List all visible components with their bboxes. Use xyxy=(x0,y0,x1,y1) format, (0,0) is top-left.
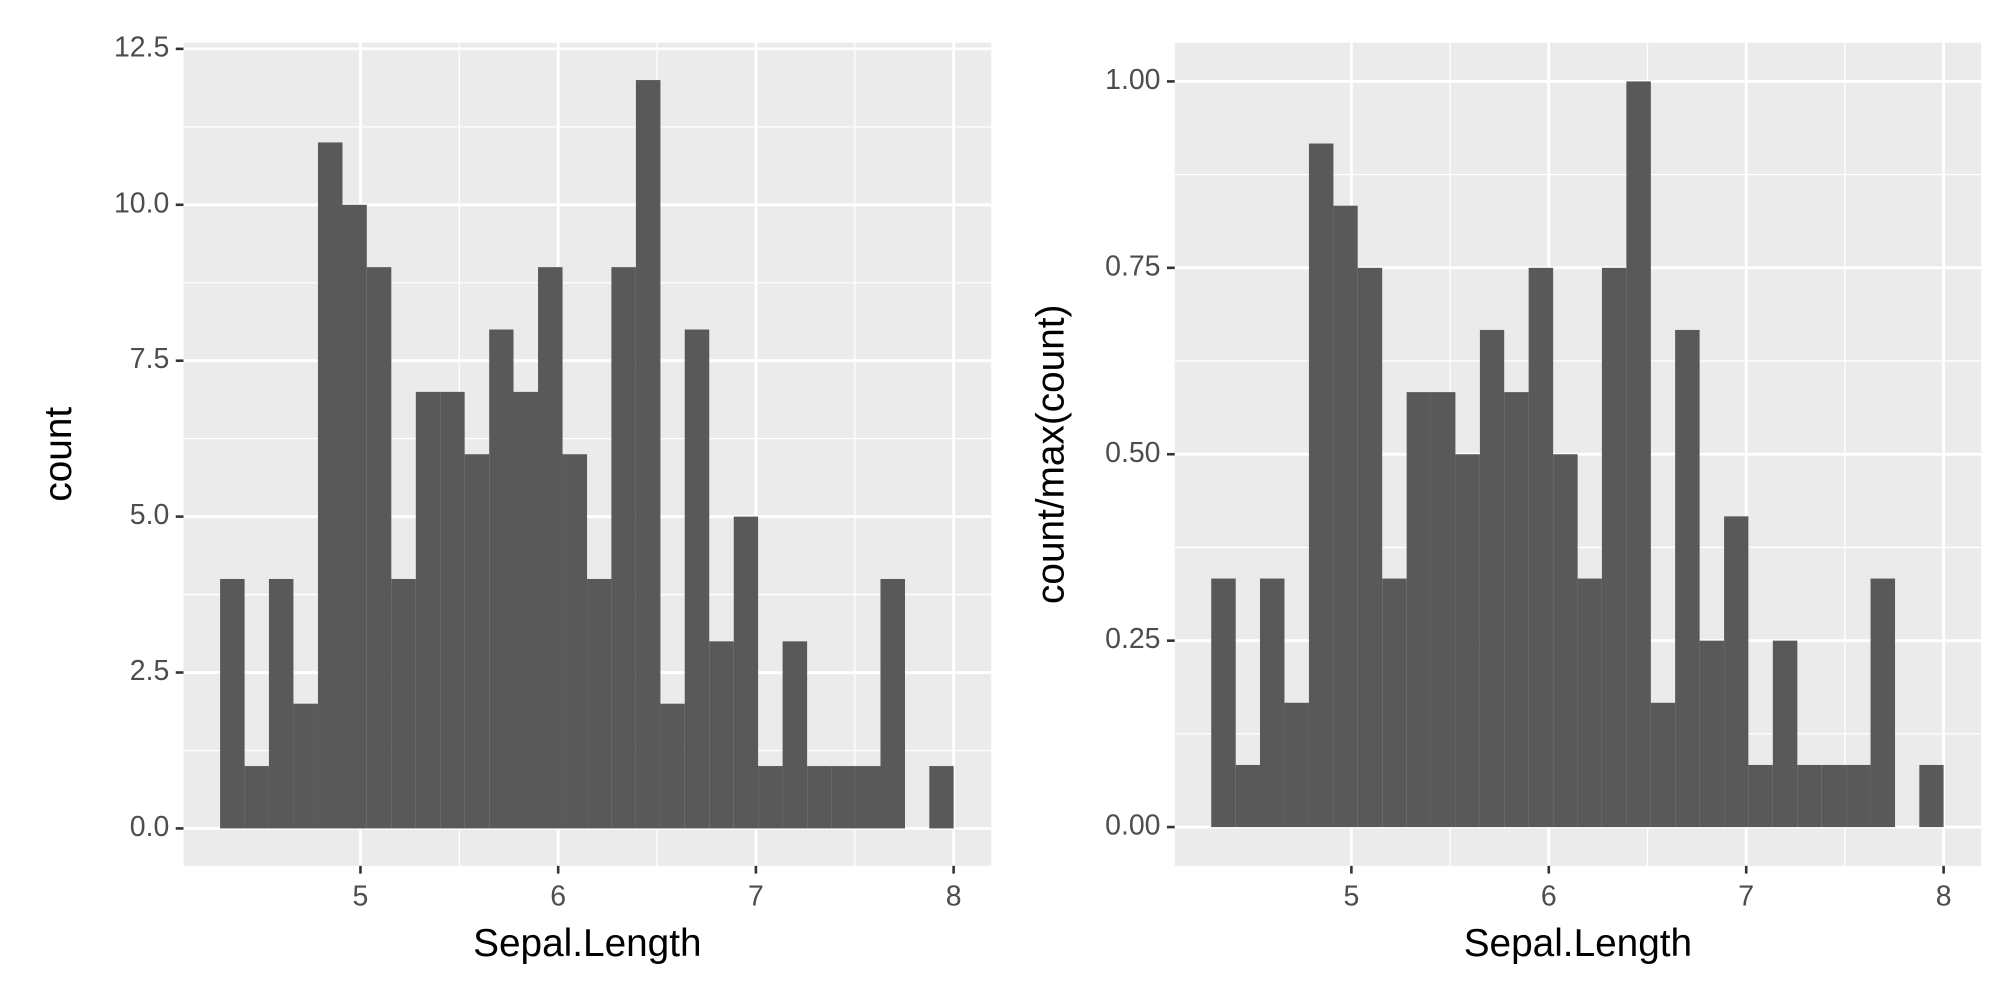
y-tick-label: 12.5 xyxy=(114,31,169,63)
histogram-bar xyxy=(464,454,490,829)
histogram-bar xyxy=(1797,764,1822,828)
histogram-bar xyxy=(1284,702,1309,828)
histogram-bar xyxy=(1308,143,1334,828)
histogram-bar xyxy=(562,454,588,829)
histogram-bar xyxy=(1259,578,1285,828)
histogram-bar xyxy=(587,578,612,829)
histogram-bar xyxy=(758,766,783,829)
histogram-bar xyxy=(1626,81,1651,828)
y-tick-label: 0.50 xyxy=(1105,437,1160,469)
histogram-bar xyxy=(1675,329,1700,828)
x-tick-label: 6 xyxy=(550,881,566,913)
histogram-bar xyxy=(807,766,832,829)
histogram-bar xyxy=(1455,454,1480,828)
histogram-bar xyxy=(244,766,269,829)
histogram-bar xyxy=(660,703,685,829)
histogram-bar xyxy=(1821,764,1847,828)
histogram-bar xyxy=(1504,392,1529,828)
y-tick-label: 10.0 xyxy=(114,187,169,219)
x-tick-label: 7 xyxy=(748,881,764,913)
x-axis-title: Sepal.Length xyxy=(1464,922,1692,965)
histogram-bar xyxy=(880,578,905,829)
x-tick-label: 6 xyxy=(1541,881,1557,913)
histogram-bar xyxy=(268,578,294,829)
histogram-bar xyxy=(513,391,539,829)
x-tick-label: 8 xyxy=(946,881,962,913)
histogram-bar xyxy=(538,267,563,829)
histogram-bar xyxy=(1577,578,1602,828)
histogram-bar xyxy=(1748,764,1773,828)
y-axis-title: count xyxy=(37,407,80,502)
histogram-bar xyxy=(1357,267,1383,828)
histogram-bar xyxy=(415,391,441,829)
y-tick-label: 5.0 xyxy=(130,499,170,531)
histogram-bar xyxy=(929,766,954,829)
histogram-bar xyxy=(1211,578,1236,828)
y-tick-label: 0.00 xyxy=(1105,810,1160,842)
histogram-bar xyxy=(1601,267,1627,828)
histogram-bar xyxy=(1650,702,1676,828)
y-tick-label: 2.5 xyxy=(130,655,170,687)
histogram-bar xyxy=(1772,640,1798,828)
histogram-bar xyxy=(220,578,245,829)
histogram-bar xyxy=(1430,392,1456,828)
histogram-bar xyxy=(1406,392,1431,828)
histogram-bar xyxy=(293,703,318,829)
histogram-bar xyxy=(1333,205,1358,828)
y-axis-title: count/max(count) xyxy=(1029,305,1072,604)
histogram-bar xyxy=(782,641,808,829)
x-tick-label: 8 xyxy=(1936,881,1952,913)
histogram-bar xyxy=(1528,267,1554,828)
histogram-bar xyxy=(611,267,636,829)
histogram-bar xyxy=(342,204,367,829)
histogram-bar xyxy=(635,80,661,829)
histogram-bar xyxy=(733,516,759,829)
histogram-bar xyxy=(366,267,392,829)
x-tick-label: 5 xyxy=(1343,881,1359,913)
histogram-bar xyxy=(1699,640,1725,828)
histogram-bar xyxy=(1870,578,1896,828)
histogram-bar xyxy=(489,329,514,829)
y-tick-label: 1.00 xyxy=(1105,64,1160,96)
histogram-bar xyxy=(831,766,856,829)
histogram-bar xyxy=(709,641,734,829)
x-tick-label: 5 xyxy=(353,881,369,913)
histogram-bar xyxy=(684,329,710,829)
histogram-bar xyxy=(1479,329,1505,828)
x-tick-label: 7 xyxy=(1738,881,1754,913)
histogram-bar xyxy=(1846,764,1871,828)
histogram-bar xyxy=(391,578,416,829)
histogram-bar xyxy=(1382,578,1407,828)
histogram-bar xyxy=(1919,764,1944,828)
x-axis-title: Sepal.Length xyxy=(473,922,701,965)
histogram-bar xyxy=(1235,764,1260,828)
histogram-bar xyxy=(1724,516,1749,828)
histogram-bar xyxy=(317,142,343,829)
y-tick-label: 0.0 xyxy=(130,811,170,843)
histogram-bar xyxy=(440,391,465,829)
histogram-bar xyxy=(1553,454,1578,828)
y-tick-label: 7.5 xyxy=(130,343,170,375)
histogram-bar xyxy=(855,766,881,829)
y-tick-label: 0.25 xyxy=(1105,623,1160,655)
y-tick-label: 0.75 xyxy=(1105,250,1160,282)
